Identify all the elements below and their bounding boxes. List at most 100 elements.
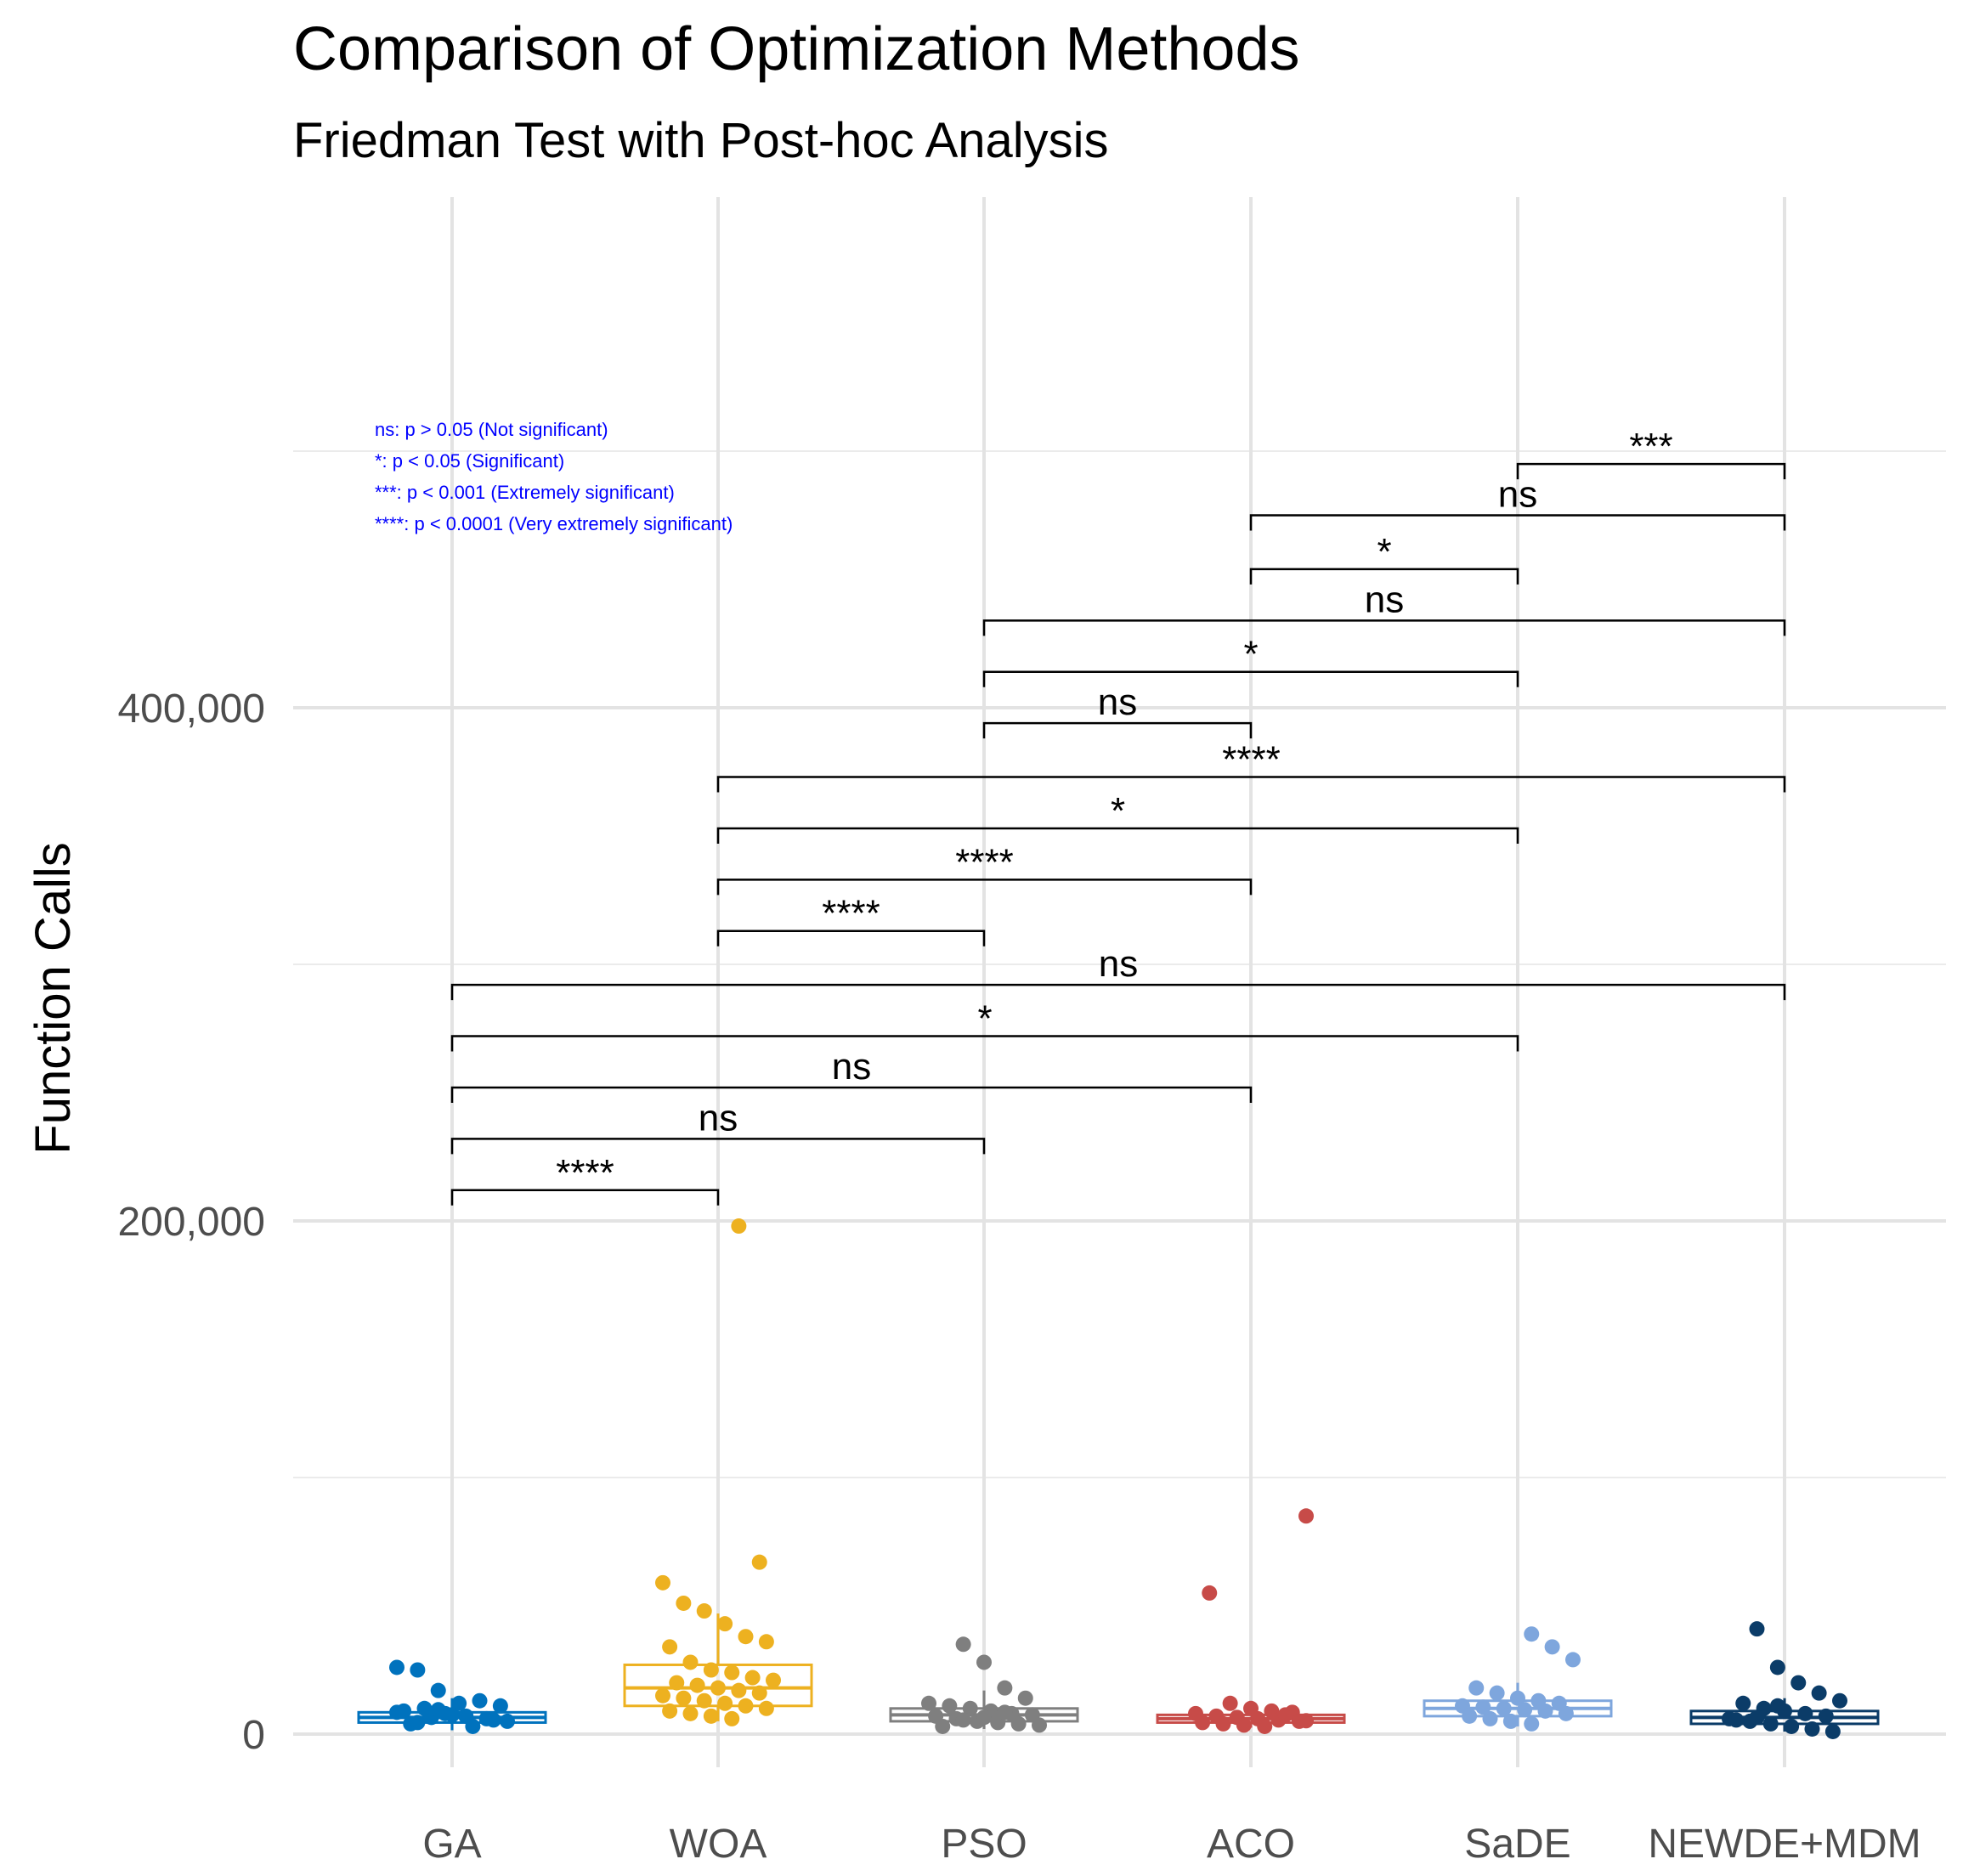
data-point xyxy=(1524,1715,1540,1732)
data-point xyxy=(724,1710,740,1726)
y-tick-label: 0 xyxy=(242,1713,265,1758)
significance-label: ns xyxy=(1099,943,1138,985)
data-point xyxy=(669,1675,685,1691)
data-point xyxy=(921,1695,936,1711)
significance-bracket xyxy=(450,983,1786,1001)
data-point xyxy=(717,1616,733,1632)
data-point xyxy=(655,1687,670,1704)
data-point xyxy=(935,1718,951,1734)
data-point xyxy=(1510,1690,1525,1706)
data-point xyxy=(430,1702,446,1718)
data-point xyxy=(976,1654,992,1670)
data-point xyxy=(1468,1680,1485,1696)
significance-bracket xyxy=(982,721,1253,739)
data-point xyxy=(500,1713,515,1729)
significance-bracket xyxy=(982,619,1786,636)
significance-bracket xyxy=(450,1086,1253,1103)
points xyxy=(389,1218,1847,1739)
data-point xyxy=(758,1634,774,1650)
data-point xyxy=(955,1712,971,1728)
data-point xyxy=(1496,1700,1512,1716)
legend-note: *: p < 0.05 (Significant) xyxy=(375,450,564,472)
x-tick-label: WOA xyxy=(670,1822,767,1867)
data-point xyxy=(1010,1715,1027,1732)
data-point xyxy=(410,1662,426,1678)
data-point xyxy=(1818,1708,1834,1724)
data-point xyxy=(1762,1715,1779,1732)
data-point xyxy=(724,1664,740,1681)
data-point xyxy=(1735,1695,1751,1711)
data-point xyxy=(1462,1708,1478,1724)
significance-bracket xyxy=(982,670,1519,687)
significance-bracket xyxy=(716,930,986,946)
data-point xyxy=(1558,1705,1574,1721)
data-point xyxy=(472,1692,488,1709)
data-point xyxy=(710,1680,726,1696)
boxes xyxy=(357,1613,1880,1732)
data-point xyxy=(738,1698,754,1714)
significance-bracket xyxy=(716,776,1786,793)
significance-label: ns xyxy=(699,1097,738,1139)
data-point xyxy=(997,1704,1013,1721)
data-point xyxy=(703,1662,719,1678)
data-point xyxy=(1824,1723,1841,1739)
data-point xyxy=(1769,1698,1785,1714)
significance-label: ns xyxy=(1498,474,1537,516)
y-axis-label: Function Calls xyxy=(25,842,81,1154)
legend-note: ****: p < 0.0001 (Very extremely signifi… xyxy=(375,513,733,534)
data-point xyxy=(1544,1639,1560,1655)
data-point xyxy=(682,1705,699,1721)
data-point xyxy=(676,1595,692,1611)
chart-subtitle: Friedman Test with Post-hoc Analysis xyxy=(293,113,1109,168)
data-point xyxy=(1215,1715,1231,1732)
data-point xyxy=(492,1698,508,1714)
data-point xyxy=(1277,1707,1293,1723)
y-tick-labels: 0 200,000 400,000 xyxy=(117,687,265,1758)
x-tick-label: GA xyxy=(422,1822,481,1867)
data-point xyxy=(751,1554,767,1570)
data-point xyxy=(1298,1713,1314,1729)
significance-label: *** xyxy=(1629,426,1672,467)
significance-label: ns xyxy=(1365,579,1404,620)
data-point xyxy=(717,1695,733,1711)
x-tick-label: NEWDE+MDM xyxy=(1648,1822,1921,1867)
legend-note: ns: p > 0.05 (Not significant) xyxy=(375,419,608,440)
data-point xyxy=(1222,1695,1238,1711)
data-point xyxy=(696,1603,712,1619)
data-point xyxy=(766,1672,781,1688)
data-point xyxy=(696,1692,712,1709)
data-point xyxy=(1790,1675,1807,1691)
data-point xyxy=(1749,1709,1765,1726)
data-point xyxy=(1524,1626,1540,1642)
grid xyxy=(293,197,1946,1767)
data-point xyxy=(731,1682,747,1698)
significance-bracket xyxy=(716,827,1519,844)
data-point xyxy=(1298,1508,1314,1524)
data-point xyxy=(1811,1685,1827,1701)
significance-label: * xyxy=(1111,790,1125,832)
significance-bracket xyxy=(450,1138,986,1155)
data-point xyxy=(703,1708,719,1724)
significance-label: ns xyxy=(1098,681,1137,723)
data-point xyxy=(1489,1685,1505,1701)
data-point xyxy=(662,1703,678,1719)
x-tick-label: SaDE xyxy=(1464,1822,1570,1867)
data-point xyxy=(451,1695,467,1711)
data-point xyxy=(1502,1713,1519,1729)
significance-bracket xyxy=(450,1189,720,1206)
data-point xyxy=(682,1654,699,1670)
data-point xyxy=(410,1715,426,1731)
significance-bracket xyxy=(450,1035,1519,1052)
data-point xyxy=(758,1700,774,1716)
legend-note: ***: p < 0.001 (Extremely significant) xyxy=(375,482,675,503)
data-point xyxy=(1202,1585,1218,1601)
data-point xyxy=(1236,1717,1252,1733)
data-point xyxy=(1804,1721,1820,1737)
data-point xyxy=(465,1718,481,1734)
significance-bracket xyxy=(1249,568,1519,585)
chart-title: Comparison of Optimization Methods xyxy=(293,15,1300,83)
data-point xyxy=(731,1218,747,1235)
data-point xyxy=(485,1712,501,1728)
